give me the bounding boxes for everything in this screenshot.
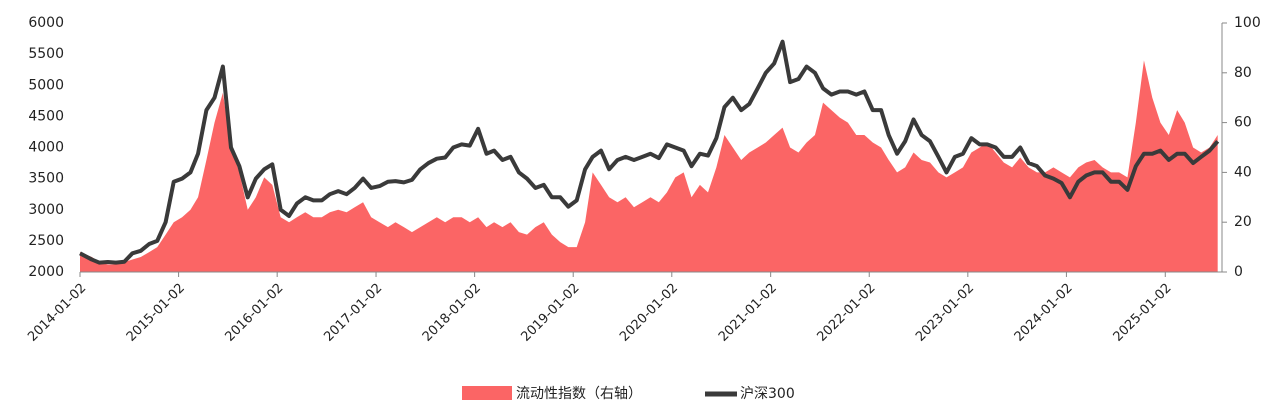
- y2-tick-label: 0: [1234, 264, 1243, 280]
- legend-swatch: [462, 386, 512, 400]
- x-tick-label: 2024-01-02: [1012, 281, 1076, 345]
- x-tick-label: 2018-01-02: [420, 281, 484, 345]
- legend-label: 流动性指数（右轴）: [516, 386, 642, 402]
- x-tick-label: 2020-01-02: [617, 281, 681, 345]
- legend: 流动性指数（右轴） 沪深300: [462, 386, 795, 402]
- x-tick-label: 2022-01-02: [815, 281, 879, 345]
- x-tick-label: 2023-01-02: [913, 281, 977, 345]
- y2-tick-label: 100: [1234, 15, 1261, 31]
- legend-label: 沪深300: [740, 386, 795, 402]
- x-tick-label: 2016-01-02: [222, 281, 286, 345]
- area: [80, 60, 1218, 272]
- x-tick-label: 2014-01-02: [25, 281, 89, 345]
- y-tick-label: 2500: [28, 233, 64, 249]
- y2-tick-label: 20: [1234, 214, 1252, 230]
- y-tick-label: 2000: [28, 264, 64, 280]
- y-tick-label: 5000: [28, 77, 64, 93]
- y2-tick-label: 60: [1234, 115, 1252, 131]
- x-tick-label: 2021-01-02: [716, 281, 780, 345]
- y-tick-label: 5500: [28, 46, 64, 62]
- y2-tick-label: 40: [1234, 164, 1252, 180]
- x-tick-label: 2017-01-02: [321, 281, 385, 345]
- y-tick-label: 3500: [28, 171, 64, 187]
- x-tick-label: 2025-01-02: [1111, 281, 1175, 345]
- y-tick-label: 6000: [28, 15, 64, 31]
- x-tick-label: 2015-01-02: [124, 281, 188, 345]
- line: [79, 39, 1220, 265]
- y-tick-label: 4000: [28, 140, 64, 156]
- x-tick-label: 2019-01-02: [518, 281, 582, 345]
- y2-tick-label: 80: [1234, 65, 1252, 81]
- y-tick-label: 4500: [28, 108, 64, 124]
- y-tick-label: 3000: [28, 202, 64, 218]
